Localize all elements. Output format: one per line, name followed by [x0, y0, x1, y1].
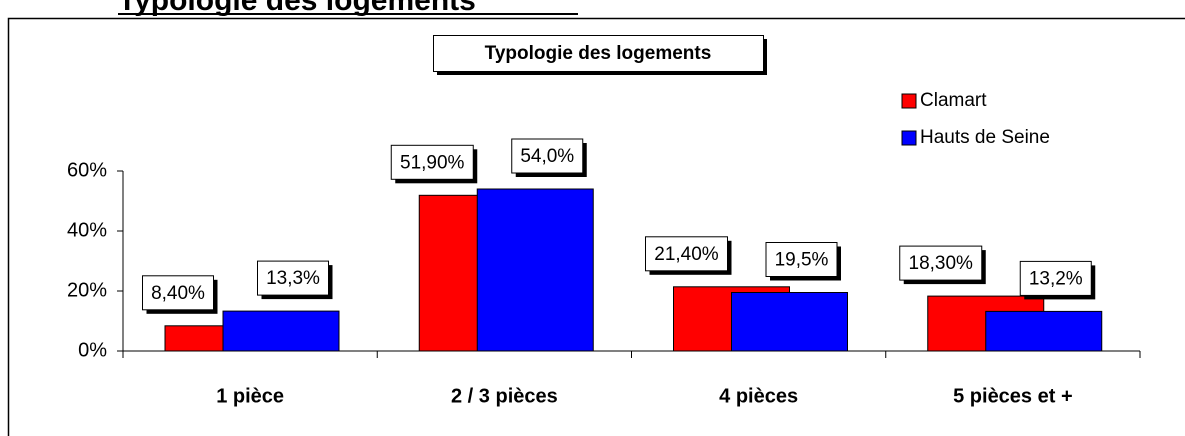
label-box [765, 242, 838, 277]
label-box [257, 260, 329, 296]
legend-swatch [901, 93, 917, 109]
label-box [390, 144, 474, 180]
title-box [433, 35, 764, 72]
y-tick-label: 0% [78, 339, 107, 361]
legend-swatch [901, 130, 917, 146]
chart-title: Typologie des logements [485, 43, 712, 64]
label-box [511, 138, 584, 174]
legend-label: Hauts de Seine [920, 127, 1050, 148]
bar [476, 188, 594, 352]
chart-frame [7, 17, 1185, 436]
bar [985, 310, 1103, 352]
x-tick-label: 4 pièces [719, 385, 798, 407]
x-tick-label: 1 pièce [216, 385, 284, 407]
label-box [899, 245, 983, 281]
label-box [142, 275, 214, 311]
y-tick-label: 20% [67, 279, 107, 301]
label-box [1019, 260, 1092, 296]
data-label: 18,30% [909, 253, 974, 274]
y-tick-label: 60% [67, 159, 107, 181]
data-label: 13,2% [1029, 268, 1083, 289]
bar [731, 292, 848, 352]
x-tick-label: 5 pièces et + [953, 385, 1073, 407]
x-tick-label: 2 / 3 pièces [451, 385, 558, 407]
data-label: 51,90% [400, 152, 465, 173]
page-heading: Typologie des logements [118, 0, 476, 17]
label-box [645, 236, 728, 272]
bar [222, 310, 340, 352]
data-label: 8,40% [151, 283, 205, 304]
data-label: 19,5% [775, 250, 829, 271]
y-tick-label: 40% [67, 219, 107, 241]
data-label: 54,0% [520, 146, 574, 167]
data-label: 13,3% [266, 268, 320, 289]
legend-label: Clamart [920, 90, 987, 111]
data-label: 21,40% [654, 244, 719, 265]
